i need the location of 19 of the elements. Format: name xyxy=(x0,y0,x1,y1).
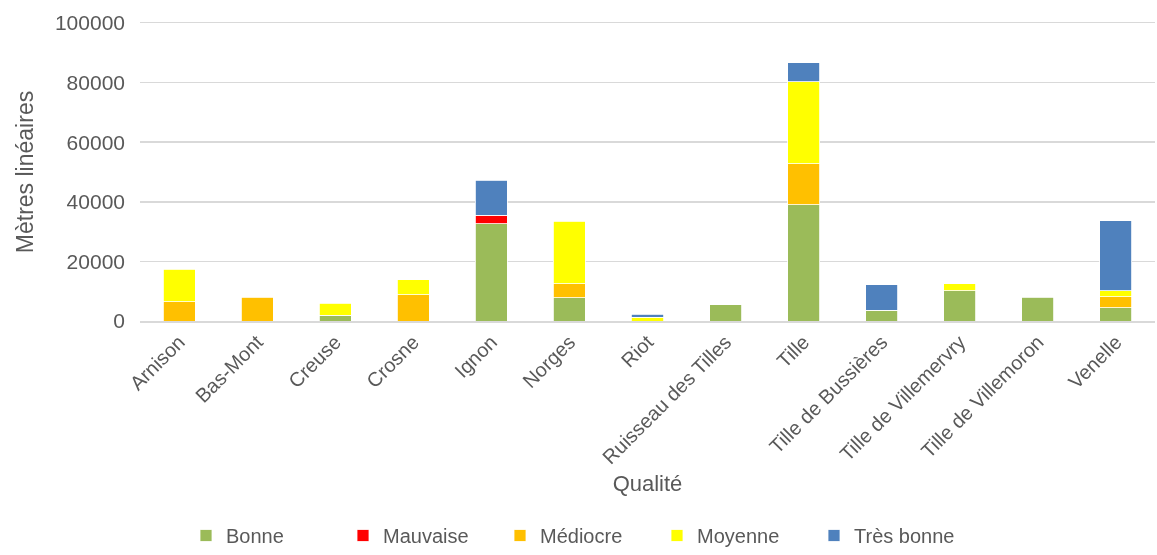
legend-label: Bonne xyxy=(226,525,284,548)
legend-label: Très bonne xyxy=(854,525,955,548)
bar xyxy=(1021,297,1055,321)
y-tick-label: 0 xyxy=(113,309,125,333)
bar xyxy=(709,304,742,321)
x-axis-title: Qualité xyxy=(612,470,683,496)
bar xyxy=(240,296,274,321)
legend-label: Médiocre xyxy=(540,525,623,548)
y-tick-label: 80000 xyxy=(66,70,125,94)
y-tick-label: 20000 xyxy=(66,249,125,273)
legend-label: Moyenne xyxy=(697,525,780,548)
y-axis-title: Mètres linéaires xyxy=(12,90,39,254)
y-tick-label: 40000 xyxy=(66,190,125,214)
legend-label: Mauvaise xyxy=(383,525,469,548)
y-tick-label: 60000 xyxy=(66,130,125,154)
x-tick-label: Riot xyxy=(616,330,658,372)
x-tick-label: Tille xyxy=(772,330,814,372)
y-tick-label: 100000 xyxy=(54,11,125,35)
bar xyxy=(631,313,664,318)
